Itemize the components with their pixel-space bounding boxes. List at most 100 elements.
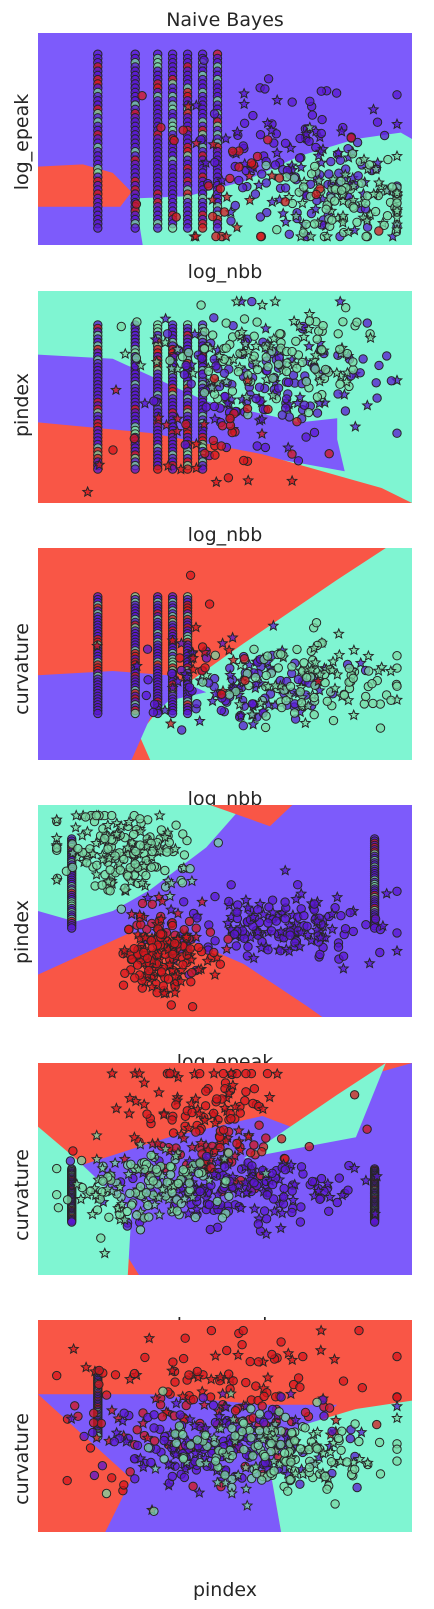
data-point-star [249, 356, 262, 368]
data-point [249, 1178, 259, 1188]
data-point-star [192, 1371, 205, 1383]
data-point [326, 1457, 337, 1467]
data-point [188, 1394, 199, 1405]
data-point [253, 1219, 263, 1229]
data-point [349, 203, 359, 213]
data-point-star [256, 298, 269, 311]
data-point-star [121, 841, 134, 853]
data-point [238, 1325, 248, 1336]
data-point-star [334, 295, 347, 307]
data-point [350, 1419, 360, 1429]
data-point [226, 216, 236, 226]
data-point-star [220, 230, 233, 242]
data-point [299, 911, 309, 921]
data-point [239, 118, 250, 129]
data-point [247, 699, 258, 709]
data-point-star [171, 907, 184, 919]
data-point-star [231, 125, 244, 138]
data-point [289, 173, 299, 183]
data-point-star [123, 815, 136, 828]
data-point [184, 916, 195, 927]
data-point [178, 960, 188, 970]
data-point-star [165, 362, 178, 374]
data-point-star [335, 125, 348, 137]
data-point-star [353, 1453, 366, 1465]
data-point-star [93, 458, 106, 470]
data-point-star [181, 670, 194, 683]
data-point [162, 847, 172, 857]
data-point-star [295, 161, 308, 173]
data-point [248, 1451, 258, 1461]
data-point [195, 1158, 205, 1168]
data-point [180, 440, 191, 450]
data-point-star [311, 1426, 324, 1438]
data-point [344, 663, 354, 673]
data-point-star [333, 648, 346, 661]
data-point [233, 367, 244, 377]
data-point [200, 663, 210, 673]
data-point-star [158, 831, 171, 843]
data-point-star [323, 1190, 336, 1203]
data-point-star [337, 962, 350, 974]
data-point [259, 1417, 269, 1428]
data-point [52, 1190, 62, 1200]
data-point-star [189, 230, 202, 242]
data-point [349, 1090, 360, 1100]
data-point [143, 1443, 154, 1453]
data-point [141, 870, 151, 881]
data-point [372, 393, 382, 403]
data-point-star [185, 1163, 198, 1175]
data-point-star [182, 100, 195, 112]
data-point [243, 942, 253, 952]
data-point [148, 1176, 158, 1186]
data-point-star [330, 366, 343, 379]
data-point [283, 1486, 293, 1496]
data-point [246, 158, 257, 168]
data-point-star [274, 925, 287, 937]
data-point [249, 351, 259, 361]
data-point [210, 450, 220, 460]
data-point [293, 880, 303, 890]
data-point-star [229, 1100, 242, 1112]
data-point-star [255, 941, 268, 954]
data-point-star [133, 908, 146, 921]
data-point [382, 211, 393, 221]
data-point-star [166, 634, 179, 646]
data-point [348, 365, 358, 375]
data-point-star [69, 821, 82, 833]
data-point [342, 1457, 352, 1467]
data-point [263, 135, 273, 145]
data-point-star [282, 441, 295, 453]
data-point [184, 1178, 195, 1188]
data-point [352, 1482, 362, 1493]
data-point [295, 133, 305, 144]
data-point-star [371, 1170, 384, 1182]
data-point [68, 1146, 78, 1156]
data-point [149, 1410, 159, 1420]
data-point-star [169, 1149, 182, 1162]
data-point-star [274, 1221, 287, 1234]
data-point [320, 364, 331, 375]
data-point [141, 1188, 152, 1198]
data-point-star [224, 669, 237, 681]
data-point-star [152, 1191, 165, 1203]
data-point [129, 1368, 140, 1379]
data-point [382, 351, 392, 361]
data-point [270, 160, 280, 170]
data-point [120, 883, 130, 893]
data-point [160, 865, 170, 876]
data-point-star [240, 390, 253, 403]
data-point-star [227, 353, 240, 365]
data-point-star [313, 174, 326, 186]
data-point [62, 1195, 73, 1205]
data-point [260, 442, 271, 453]
x-axis-label-3: log_nbb [188, 788, 263, 810]
plot-area-4 [38, 805, 412, 1017]
data-point-star [208, 968, 221, 980]
data-point [70, 1401, 80, 1411]
data-point-star [305, 663, 318, 675]
data-point [327, 1426, 337, 1437]
data-point [118, 980, 129, 990]
data-point [326, 156, 336, 167]
data-point-star [124, 875, 137, 887]
